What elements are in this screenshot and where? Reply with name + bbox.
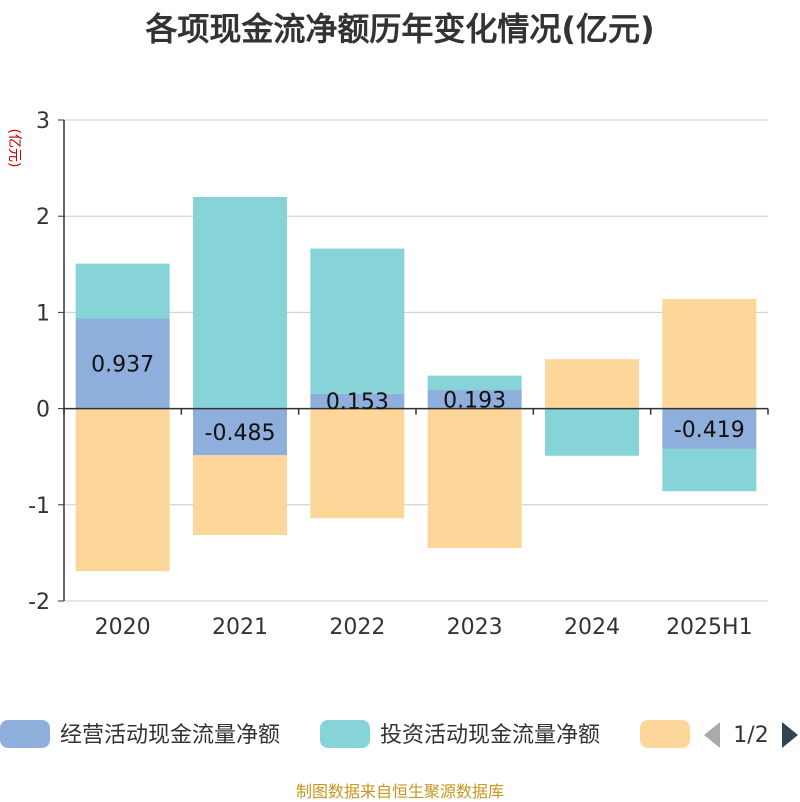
- legend-page-indicator: 1/2: [733, 723, 768, 748]
- y-tick-label: -1: [28, 494, 50, 519]
- legend-swatch: [640, 720, 690, 748]
- bar-segment-series-2: [662, 449, 756, 491]
- x-tick-label: 2023: [447, 615, 503, 640]
- data-label: 0.193: [443, 388, 506, 413]
- data-label: 0.153: [326, 390, 389, 415]
- bar-segment-series-2: [310, 249, 404, 394]
- legend-swatch: [0, 720, 50, 748]
- bar-segment-series-3: [76, 409, 170, 572]
- y-tick-label: 0: [36, 398, 50, 423]
- legend-label: 投资活动现金流量净额: [380, 723, 600, 748]
- bar-segment-series-2: [545, 409, 639, 456]
- bar-segment-series-3: [545, 359, 639, 408]
- y-tick-label: 3: [36, 109, 50, 134]
- x-tick-label: 2022: [329, 615, 385, 640]
- bar-segment-series-3: [662, 299, 756, 409]
- source-note: 制图数据来自恒生聚源数据库: [0, 778, 800, 802]
- x-tick-label: 2021: [212, 615, 268, 640]
- data-labels: 0.937 -0.485 0.153 0.193 -0.419: [91, 353, 745, 446]
- bar-segment-series-2: [76, 264, 170, 319]
- bar-segment-series-2: [193, 197, 287, 409]
- y-axis-unit-label: (亿元): [6, 129, 22, 168]
- legend-item-3[interactable]: [640, 720, 690, 748]
- legend-prev-icon[interactable]: [704, 722, 720, 748]
- data-label: -0.485: [205, 421, 276, 446]
- y-tick-label: -2: [28, 590, 50, 615]
- bar-segment-series-3: [310, 409, 404, 519]
- x-tick-label: 2025H1: [666, 615, 753, 640]
- legend-swatch: [320, 720, 370, 748]
- bars: [76, 197, 757, 571]
- legend: 经营活动现金流量净额 投资活动现金流量净额 1/2: [0, 720, 798, 748]
- y-tick-label: 1: [36, 301, 50, 326]
- x-tick-label: 2020: [95, 615, 151, 640]
- bar-segment-series-3: [428, 409, 522, 548]
- legend-item-1[interactable]: 经营活动现金流量净额: [0, 720, 280, 748]
- legend-next-icon[interactable]: [782, 722, 798, 748]
- bar-segment-series-3: [193, 455, 287, 535]
- legend-label: 经营活动现金流量净额: [60, 723, 280, 748]
- data-label: -0.419: [674, 418, 745, 443]
- data-label: 0.937: [91, 353, 154, 378]
- x-tick-label: 2024: [564, 615, 620, 640]
- legend-item-2[interactable]: 投资活动现金流量净额: [320, 720, 600, 748]
- y-tick-label: 2: [36, 205, 50, 230]
